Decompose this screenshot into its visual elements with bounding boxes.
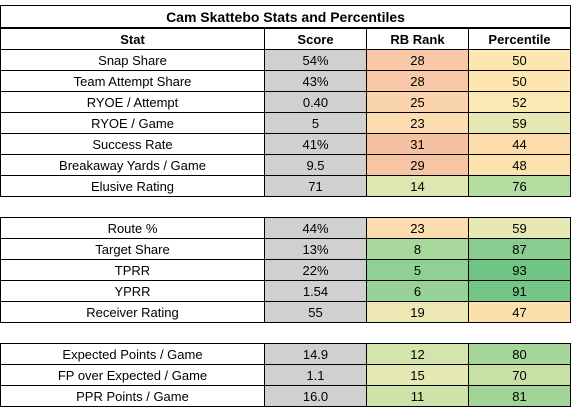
cell-percentile: 91 xyxy=(468,280,571,301)
cell-stat: RYOE / Game xyxy=(0,112,264,133)
cell-rb-rank: 12 xyxy=(366,343,468,364)
cell-rb-rank: 19 xyxy=(366,301,468,322)
cell-percentile: 59 xyxy=(468,217,571,238)
cell-percentile: 87 xyxy=(468,238,571,259)
cell-rb-rank: 31 xyxy=(366,133,468,154)
cell-percentile: 70 xyxy=(468,364,571,385)
cell-stat: Team Attempt Share xyxy=(0,70,264,91)
cell-percentile: 81 xyxy=(468,385,571,406)
section-bottom-border xyxy=(0,196,571,197)
cell-stat: Route % xyxy=(0,217,264,238)
cell-percentile: 59 xyxy=(468,112,571,133)
cell-rb-rank: 11 xyxy=(366,385,468,406)
cell-score: 43% xyxy=(264,70,366,91)
cell-stat: YPRR xyxy=(0,280,264,301)
cell-stat: Snap Share xyxy=(0,49,264,70)
cell-percentile: 48 xyxy=(468,154,571,175)
header-stat: Stat xyxy=(0,28,264,49)
cell-score: 16.0 xyxy=(264,385,366,406)
cell-rb-rank: 25 xyxy=(366,91,468,112)
header-rb-rank: RB Rank xyxy=(366,28,468,49)
cell-percentile: 47 xyxy=(468,301,571,322)
cell-score: 5 xyxy=(264,112,366,133)
cell-score: 44% xyxy=(264,217,366,238)
cell-percentile: 44 xyxy=(468,133,571,154)
cell-stat: TPRR xyxy=(0,259,264,280)
cell-percentile: 50 xyxy=(468,70,571,91)
cell-rb-rank: 29 xyxy=(366,154,468,175)
header-score: Score xyxy=(264,28,366,49)
cell-rb-rank: 28 xyxy=(366,49,468,70)
cell-stat: FP over Expected / Game xyxy=(0,364,264,385)
cell-rb-rank: 23 xyxy=(366,217,468,238)
cell-score: 1.1 xyxy=(264,364,366,385)
cell-stat: Target Share xyxy=(0,238,264,259)
cell-score: 0.40 xyxy=(264,91,366,112)
cell-percentile: 76 xyxy=(468,175,571,196)
cell-score: 55 xyxy=(264,301,366,322)
cell-score: 13% xyxy=(264,238,366,259)
table-title: Cam Skattebo Stats and Percentiles xyxy=(0,5,571,28)
cell-rb-rank: 15 xyxy=(366,364,468,385)
cell-percentile: 80 xyxy=(468,343,571,364)
cell-score: 41% xyxy=(264,133,366,154)
cell-rb-rank: 14 xyxy=(366,175,468,196)
cell-score: 71 xyxy=(264,175,366,196)
cell-score: 54% xyxy=(264,49,366,70)
cell-rb-rank: 23 xyxy=(366,112,468,133)
cell-rb-rank: 28 xyxy=(366,70,468,91)
cell-score: 1.54 xyxy=(264,280,366,301)
cell-score: 9.5 xyxy=(264,154,366,175)
cell-rb-rank: 8 xyxy=(366,238,468,259)
cell-percentile: 93 xyxy=(468,259,571,280)
cell-stat: Expected Points / Game xyxy=(0,343,264,364)
cell-stat: Receiver Rating xyxy=(0,301,264,322)
cell-percentile: 52 xyxy=(468,91,571,112)
cell-stat: Breakaway Yards / Game xyxy=(0,154,264,175)
cell-score: 22% xyxy=(264,259,366,280)
cell-percentile: 50 xyxy=(468,49,571,70)
cell-stat: PPR Points / Game xyxy=(0,385,264,406)
header-percentile: Percentile xyxy=(468,28,571,49)
cell-score: 14.9 xyxy=(264,343,366,364)
section-bottom-border xyxy=(0,406,571,407)
cell-stat: RYOE / Attempt xyxy=(0,91,264,112)
cell-stat: Success Rate xyxy=(0,133,264,154)
cell-stat: Elusive Rating xyxy=(0,175,264,196)
cell-rb-rank: 5 xyxy=(366,259,468,280)
section-bottom-border xyxy=(0,322,571,323)
cell-rb-rank: 6 xyxy=(366,280,468,301)
